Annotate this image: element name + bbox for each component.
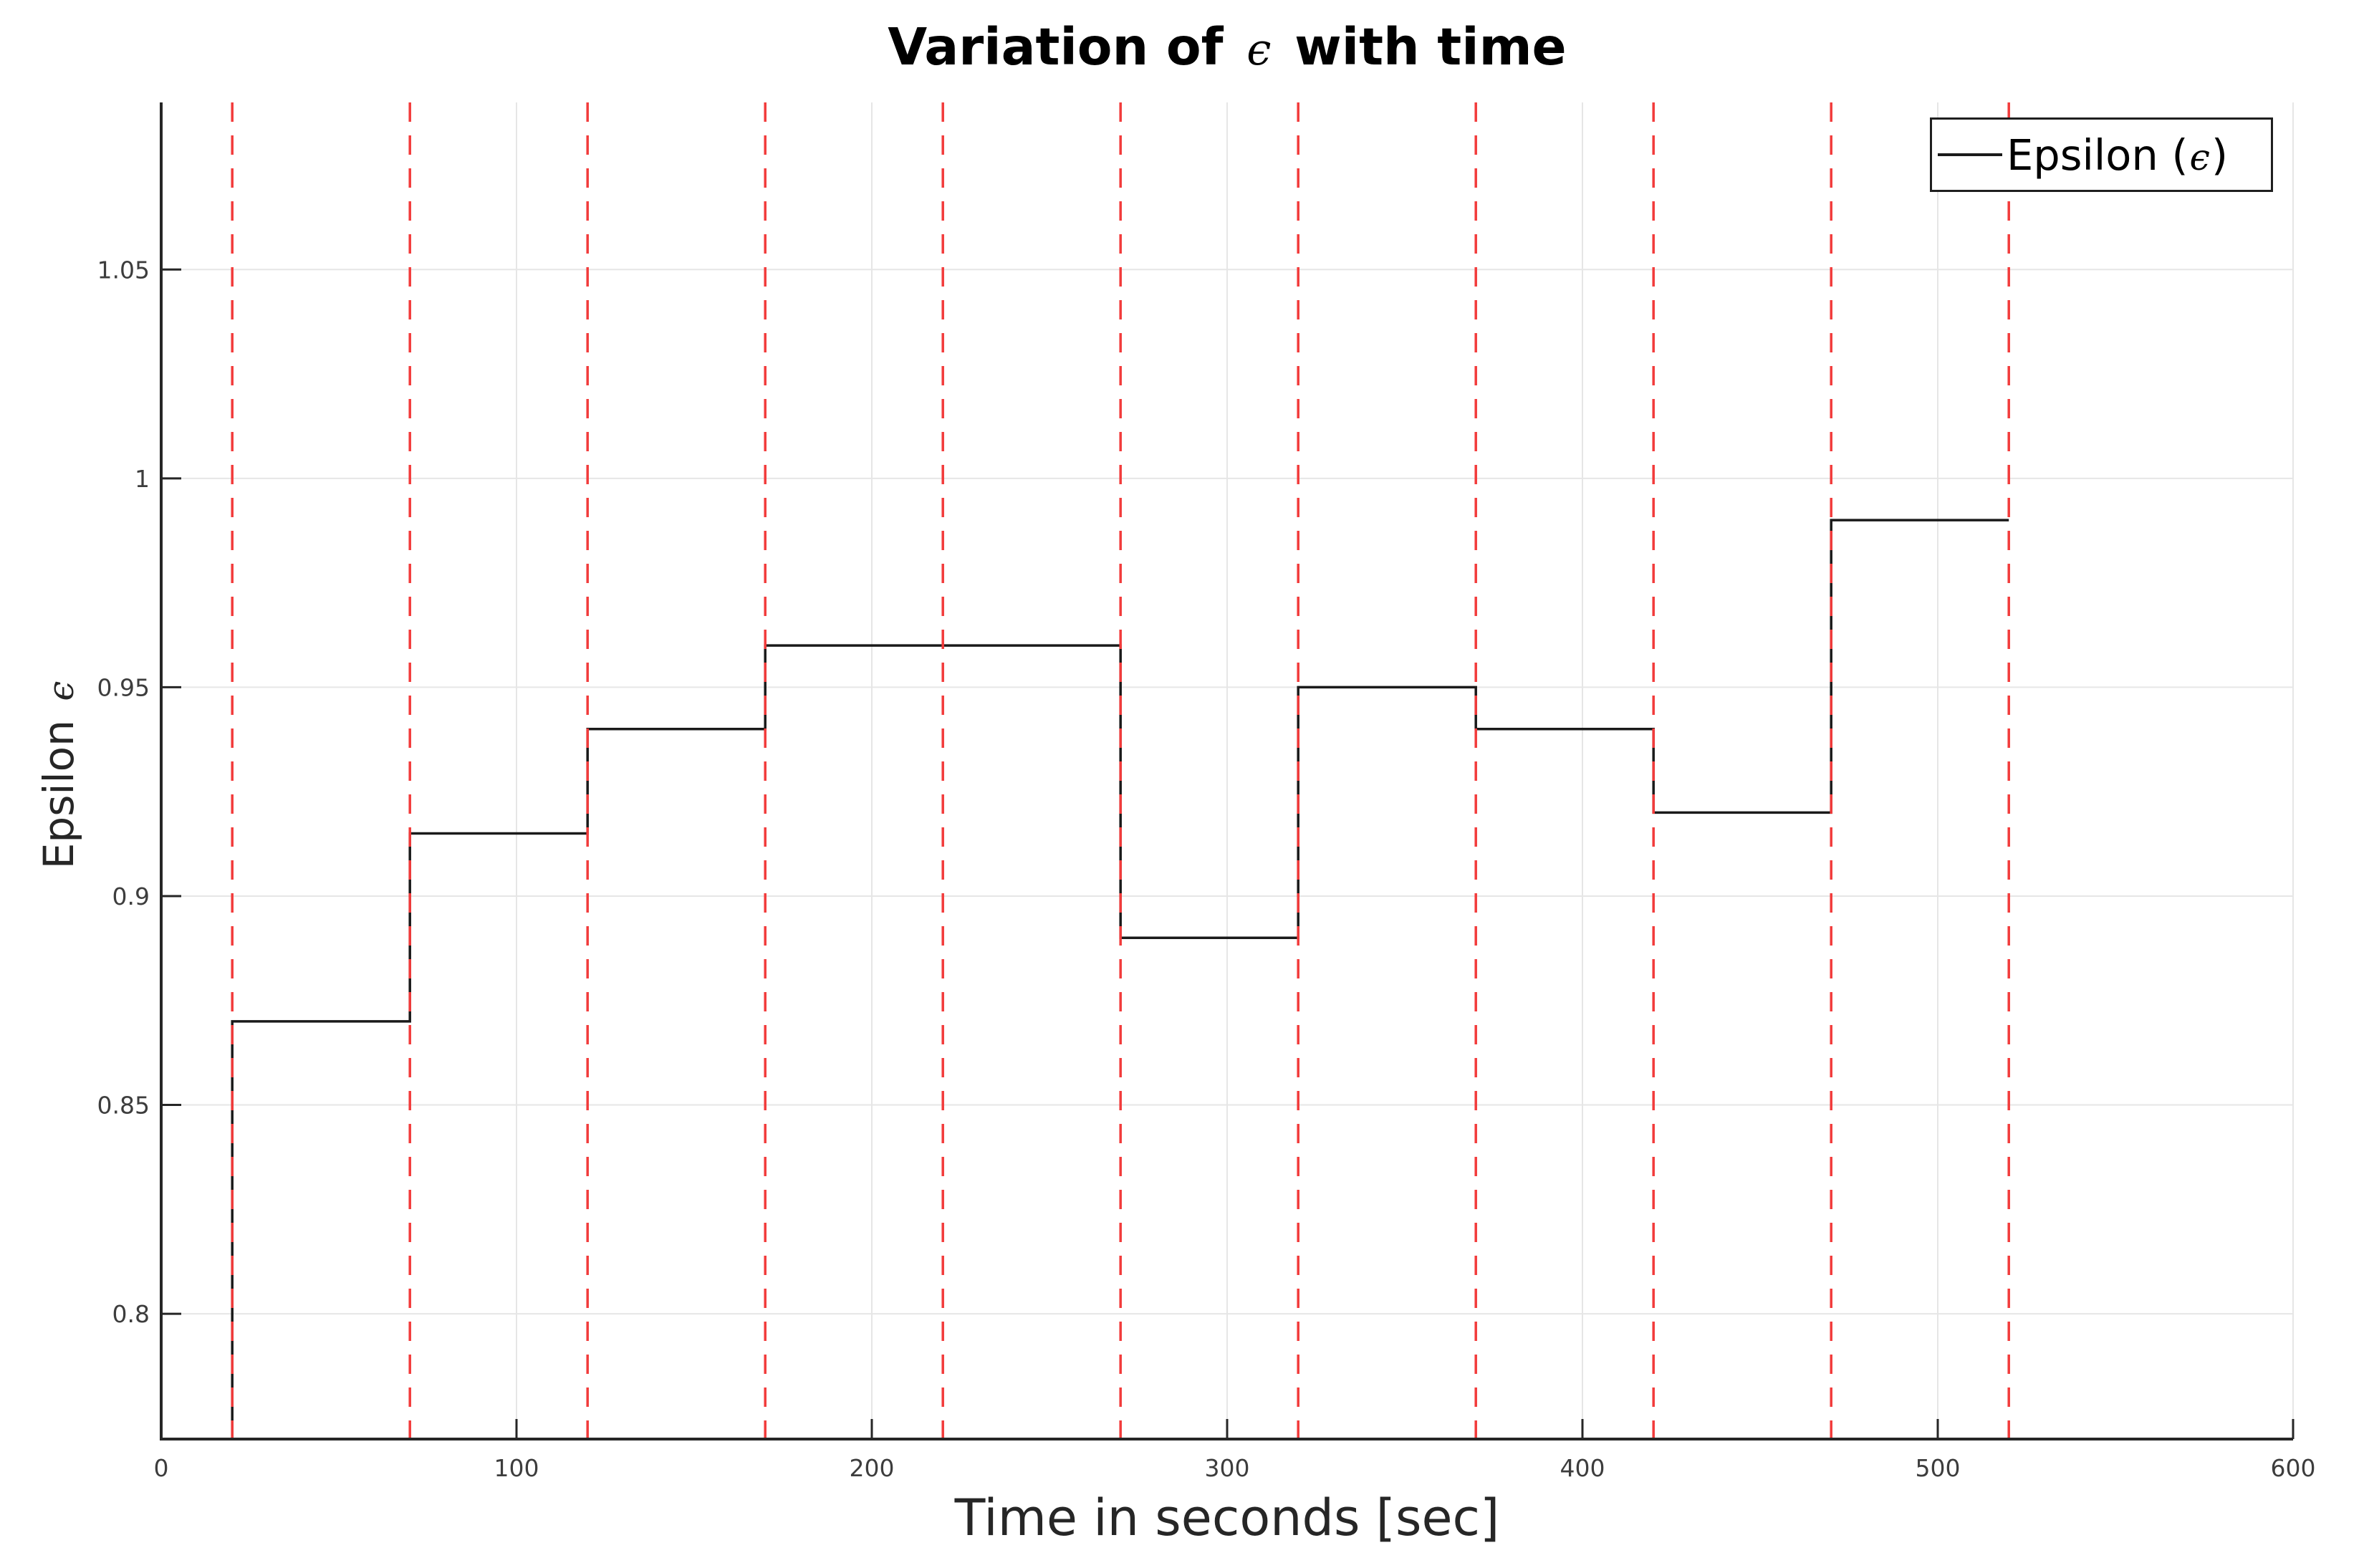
x-tick-label: 0 <box>154 1454 169 1482</box>
legend-box: Epsilon (ϵ) <box>1930 117 2273 192</box>
chart-title: Variation of ϵ with time <box>161 17 2293 77</box>
chart-title-suffix: with time <box>1277 17 1567 77</box>
legend-line-sample <box>1938 153 2002 156</box>
y-axis-label: Epsilon ϵ <box>30 557 87 987</box>
x-tick-label: 200 <box>850 1454 895 1482</box>
y-tick-label: 1.05 <box>97 256 150 284</box>
gridlines <box>161 102 2294 1439</box>
axis-ticks <box>160 268 2295 1439</box>
epsilon-symbol: ϵ <box>1246 24 1272 75</box>
epsilon-symbol: ϵ <box>40 680 82 701</box>
y-tick-label: 0.85 <box>97 1092 150 1120</box>
x-tick-label: 300 <box>1205 1454 1250 1482</box>
y-axis-label-text: Epsilon <box>34 706 83 870</box>
x-tick-label: 500 <box>1916 1454 1961 1482</box>
x-axis-label: Time in seconds [sec] <box>954 1488 1500 1547</box>
y-tick-label: 0.95 <box>97 673 150 701</box>
epsilon-symbol: ϵ <box>2189 135 2210 178</box>
x-tick-label: 600 <box>2271 1454 2316 1482</box>
tick-labels: 0 100 200 300 400 500 600 0.8 0.85 0.9 0.95 1 1.05 <box>97 256 2316 1482</box>
legend-entry-label: Epsilon (ϵ) <box>2007 130 2228 180</box>
y-tick-label: 1 <box>135 465 150 493</box>
y-tick-label: 0.9 <box>112 882 150 910</box>
x-tick-label: 400 <box>1560 1454 1605 1482</box>
event-vlines <box>231 102 2010 1439</box>
chart-title-prefix: Variation of <box>888 17 1241 77</box>
y-tick-label: 0.8 <box>112 1300 150 1328</box>
x-tick-label: 100 <box>494 1454 539 1482</box>
